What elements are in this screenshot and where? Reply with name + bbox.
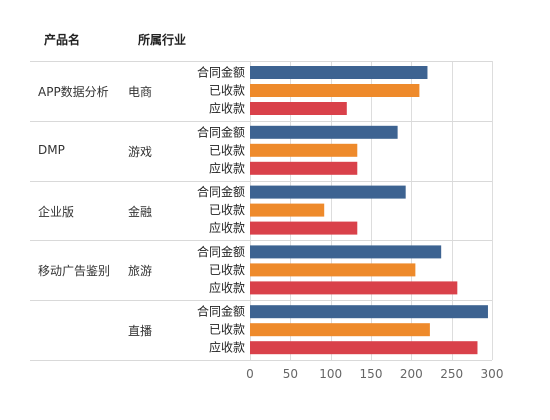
series-label-2-0: 合同金额 (197, 184, 245, 199)
header-product: 产品名 (44, 33, 81, 47)
x-tick-label-6: 300 (481, 367, 504, 381)
industry-name-4: 直播 (128, 324, 153, 339)
bar-0-2 (250, 102, 347, 115)
industry-name-2: 金融 (128, 204, 153, 219)
series-label-3-2: 应收款 (209, 280, 245, 295)
bar-2-0 (250, 185, 406, 199)
product-name-2: 企业版 (38, 204, 75, 219)
series-label-0-0: 合同金额 (197, 65, 245, 80)
product-name-0: APP数据分析 (38, 84, 109, 99)
bar-0-1 (250, 84, 420, 97)
bar-2-2 (250, 221, 358, 235)
series-label-2-1: 已收款 (209, 203, 245, 217)
x-tick-label-3: 150 (360, 367, 383, 381)
series-label-1-0: 合同金额 (197, 124, 245, 139)
series-label-4-0: 合同金额 (197, 304, 245, 319)
series-label-0-2: 应收款 (209, 101, 245, 116)
bar-1-1 (250, 143, 358, 157)
x-tick-label-5: 250 (440, 367, 463, 381)
series-label-3-1: 已收款 (209, 263, 245, 277)
series-label-0-1: 已收款 (209, 84, 245, 98)
x-tick-label-2: 100 (319, 367, 342, 381)
bar-3-0 (250, 245, 442, 259)
bar-1-0 (250, 125, 398, 139)
bar-2-1 (250, 203, 325, 217)
bar-4-0 (250, 305, 488, 319)
x-tick-label-4: 200 (400, 367, 423, 381)
product-name-3: 移动广告鉴别 (38, 264, 111, 279)
series-label-4-1: 已收款 (209, 323, 245, 337)
series-label-4-2: 应收款 (209, 340, 245, 355)
header-industry: 所属行业 (138, 33, 187, 47)
industry-name-1: 游戏 (128, 144, 153, 159)
bar-4-1 (250, 323, 430, 337)
bar-0-0 (250, 66, 428, 79)
product-name-1: DMP (38, 142, 65, 157)
x-tick-label-1: 50 (283, 367, 298, 381)
series-label-1-1: 已收款 (209, 143, 245, 157)
bar-4-2 (250, 341, 478, 355)
series-label-1-2: 应收款 (209, 160, 245, 175)
series-label-3-0: 合同金额 (197, 244, 245, 259)
bar-1-2 (250, 161, 358, 175)
series-label-2-2: 应收款 (209, 220, 245, 235)
x-tick-label-0: 0 (246, 367, 254, 381)
bar-3-2 (250, 281, 458, 295)
industry-name-3: 旅游 (128, 264, 153, 279)
industry-name-0: 电商 (128, 84, 153, 99)
bar-3-1 (250, 263, 416, 277)
